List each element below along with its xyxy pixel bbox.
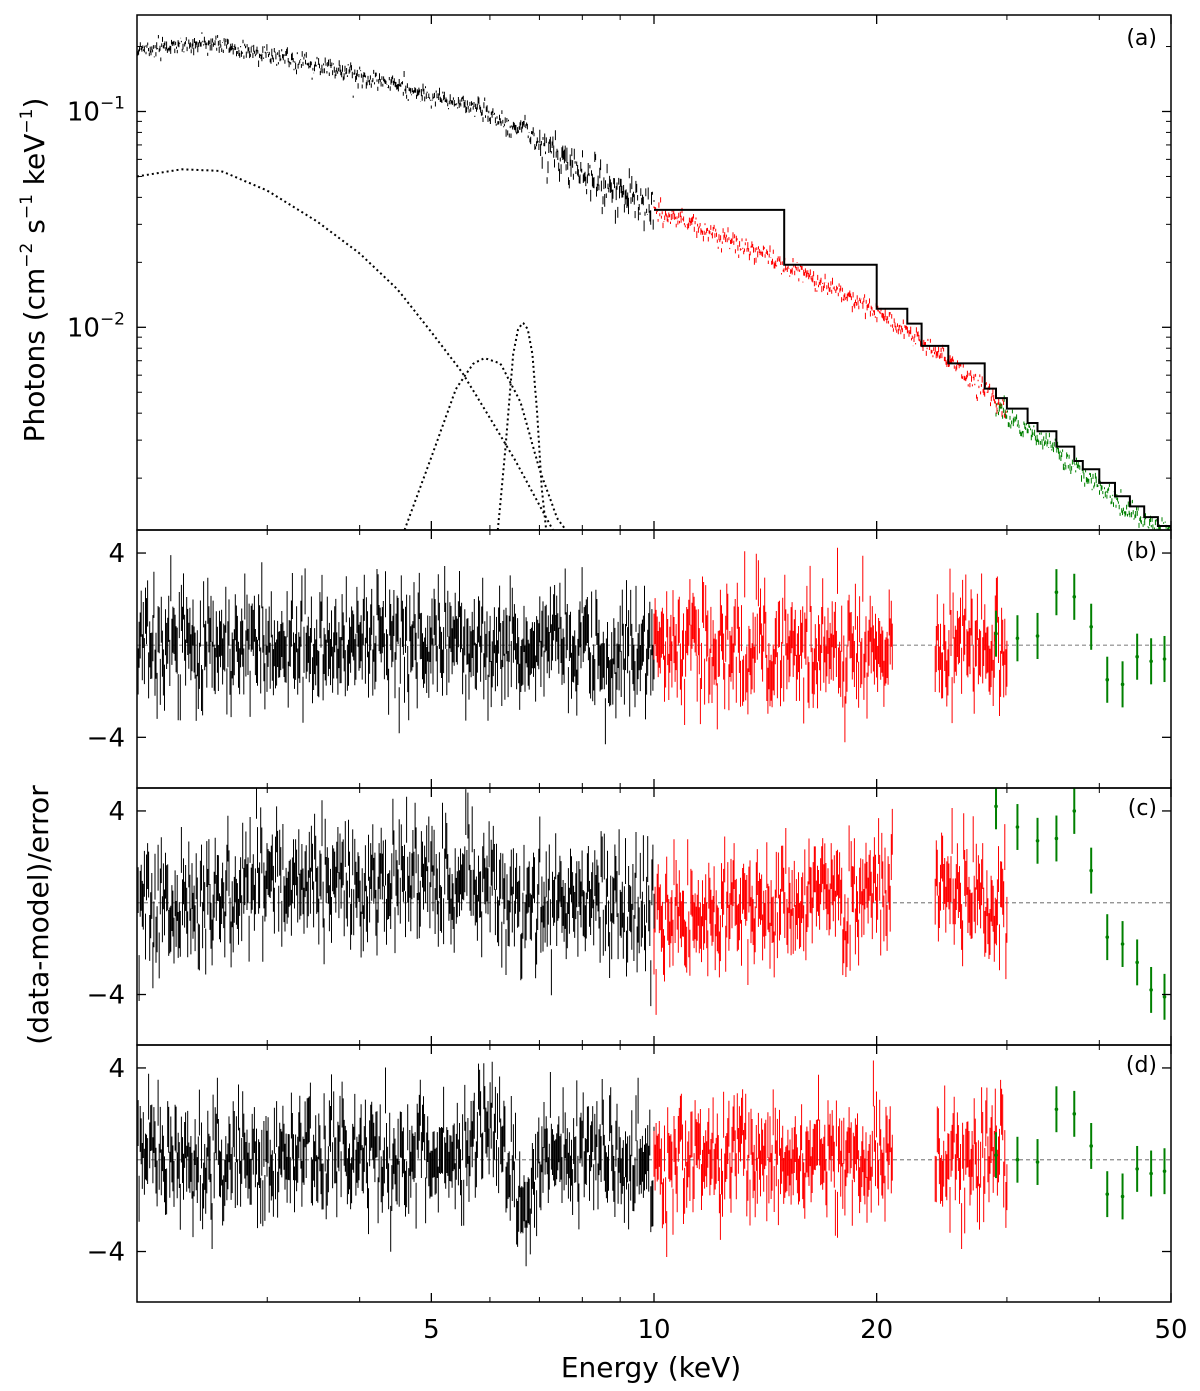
bat-residual-point — [1089, 624, 1093, 629]
bat-residual-point — [1035, 838, 1040, 843]
bat-residual-point — [1072, 595, 1077, 599]
plot-area — [137, 31, 1171, 530]
y-tick-exp: −2 — [100, 309, 125, 329]
y-label-close: ) — [18, 98, 51, 109]
panel-frame — [136, 14, 1172, 531]
bat-residual-point — [1054, 836, 1059, 841]
y-label-photons: Photons (cm — [18, 268, 51, 443]
bat-residual-point — [1120, 682, 1125, 687]
bat-residual-point — [1089, 868, 1093, 873]
plot-area — [137, 788, 1171, 1020]
y-label-kev: keV — [18, 134, 51, 195]
bat-residual-point — [994, 1153, 998, 1157]
x-tick-label: 5 — [423, 1315, 440, 1345]
y-tick-base: 10 — [67, 97, 100, 127]
residual-segment-2 — [934, 808, 1008, 980]
bat-residual-point — [1120, 1194, 1125, 1199]
residual-segment-0 — [137, 555, 655, 745]
y-tick-label: −4 — [87, 981, 125, 1011]
bat-residual-point — [1054, 590, 1059, 594]
y-label-exp-kev: −1 — [17, 109, 37, 134]
y-tick-label: 4 — [108, 1054, 125, 1084]
model-step-line — [654, 208, 1171, 530]
residual-segment-0 — [137, 1061, 655, 1267]
bat-residual-point — [1072, 809, 1077, 813]
bat-residual-point — [1035, 634, 1040, 638]
y-label-exp-cm: −2 — [17, 243, 37, 268]
bat-residual-point — [1105, 935, 1110, 939]
panel-c-residuals: 4 −4 — [87, 787, 1172, 1046]
y-tick-label: 10−2 — [67, 309, 125, 343]
bat-residual-point — [1149, 1171, 1153, 1176]
bat-residual-point — [1149, 659, 1153, 664]
y-tick-label: −4 — [87, 723, 125, 753]
bat-residual-point — [1035, 1160, 1040, 1164]
bat-residual-point — [1015, 636, 1020, 641]
bat-residual-point — [1135, 1167, 1139, 1171]
bat-residual-point — [1162, 657, 1167, 661]
bat-residual-point — [1089, 1144, 1093, 1148]
bat-residual-point — [1015, 1157, 1020, 1162]
y-tick-exp: −1 — [100, 93, 125, 113]
y-tick-base: 10 — [67, 313, 100, 343]
panel-b-residuals: 4 −4 — [87, 529, 1172, 789]
plot-area — [137, 547, 1171, 745]
bat-residual-point — [1162, 1169, 1167, 1174]
residual-segment-0 — [137, 788, 655, 1007]
plot-area — [137, 1060, 1171, 1267]
panel-a-label: (a) — [1126, 26, 1157, 51]
bat-residual-point — [1162, 995, 1167, 999]
y-tick-label: 4 — [108, 797, 125, 827]
bat-residual-point — [1149, 988, 1153, 992]
residual-segment-2 — [934, 1079, 1008, 1249]
panel-d-residuals: 4 −4 — [87, 1044, 1172, 1303]
x-tick-label: 10 — [637, 1315, 670, 1345]
bat-residual-point — [1135, 654, 1139, 659]
model-component-5 — [403, 357, 567, 530]
x-tick-label: 20 — [860, 1315, 893, 1345]
bat-residual-point — [1054, 1107, 1059, 1112]
y-label-exp-s: −1 — [17, 194, 37, 219]
spectrum-data-series-1 — [653, 197, 1008, 419]
y-tick-label: 4 — [108, 539, 125, 569]
residual-segment-1 — [653, 547, 893, 743]
bat-residual-point — [1135, 960, 1139, 965]
model-component-6 — [496, 321, 548, 530]
y-axis-label-spectrum: Photons (cm−2 s−1 keV−1) — [17, 98, 51, 443]
model-component-4 — [137, 168, 554, 530]
bat-residual-point — [1072, 1112, 1077, 1116]
spectrum-data-series-0 — [137, 31, 655, 232]
panel-d-label: (d) — [1126, 1053, 1157, 1078]
bat-residual-point — [1105, 677, 1110, 682]
bat-residual-point — [1120, 942, 1125, 946]
residual-segment-2 — [934, 568, 1008, 724]
panel-a-spectrum: 10−110−2 — [67, 14, 1172, 531]
bat-residual-point — [994, 804, 998, 809]
y-axis-label-residuals: (data-model)/error — [22, 785, 55, 1045]
y-label-s: s — [18, 219, 51, 243]
bat-residual-point — [1105, 1192, 1110, 1196]
panel-b-label: (b) — [1126, 539, 1157, 564]
bat-residual-point — [1015, 825, 1020, 829]
y-tick-label: 10−1 — [67, 93, 125, 127]
x-axis-label: Energy (keV) — [561, 1351, 741, 1384]
y-tick-label: −4 — [87, 1238, 125, 1268]
panel-c-label: (c) — [1128, 796, 1157, 821]
x-tick-label: 50 — [1154, 1315, 1187, 1345]
bat-residual-point — [994, 631, 998, 636]
residual-segment-1 — [653, 1060, 893, 1257]
residual-segment-1 — [653, 808, 893, 1015]
